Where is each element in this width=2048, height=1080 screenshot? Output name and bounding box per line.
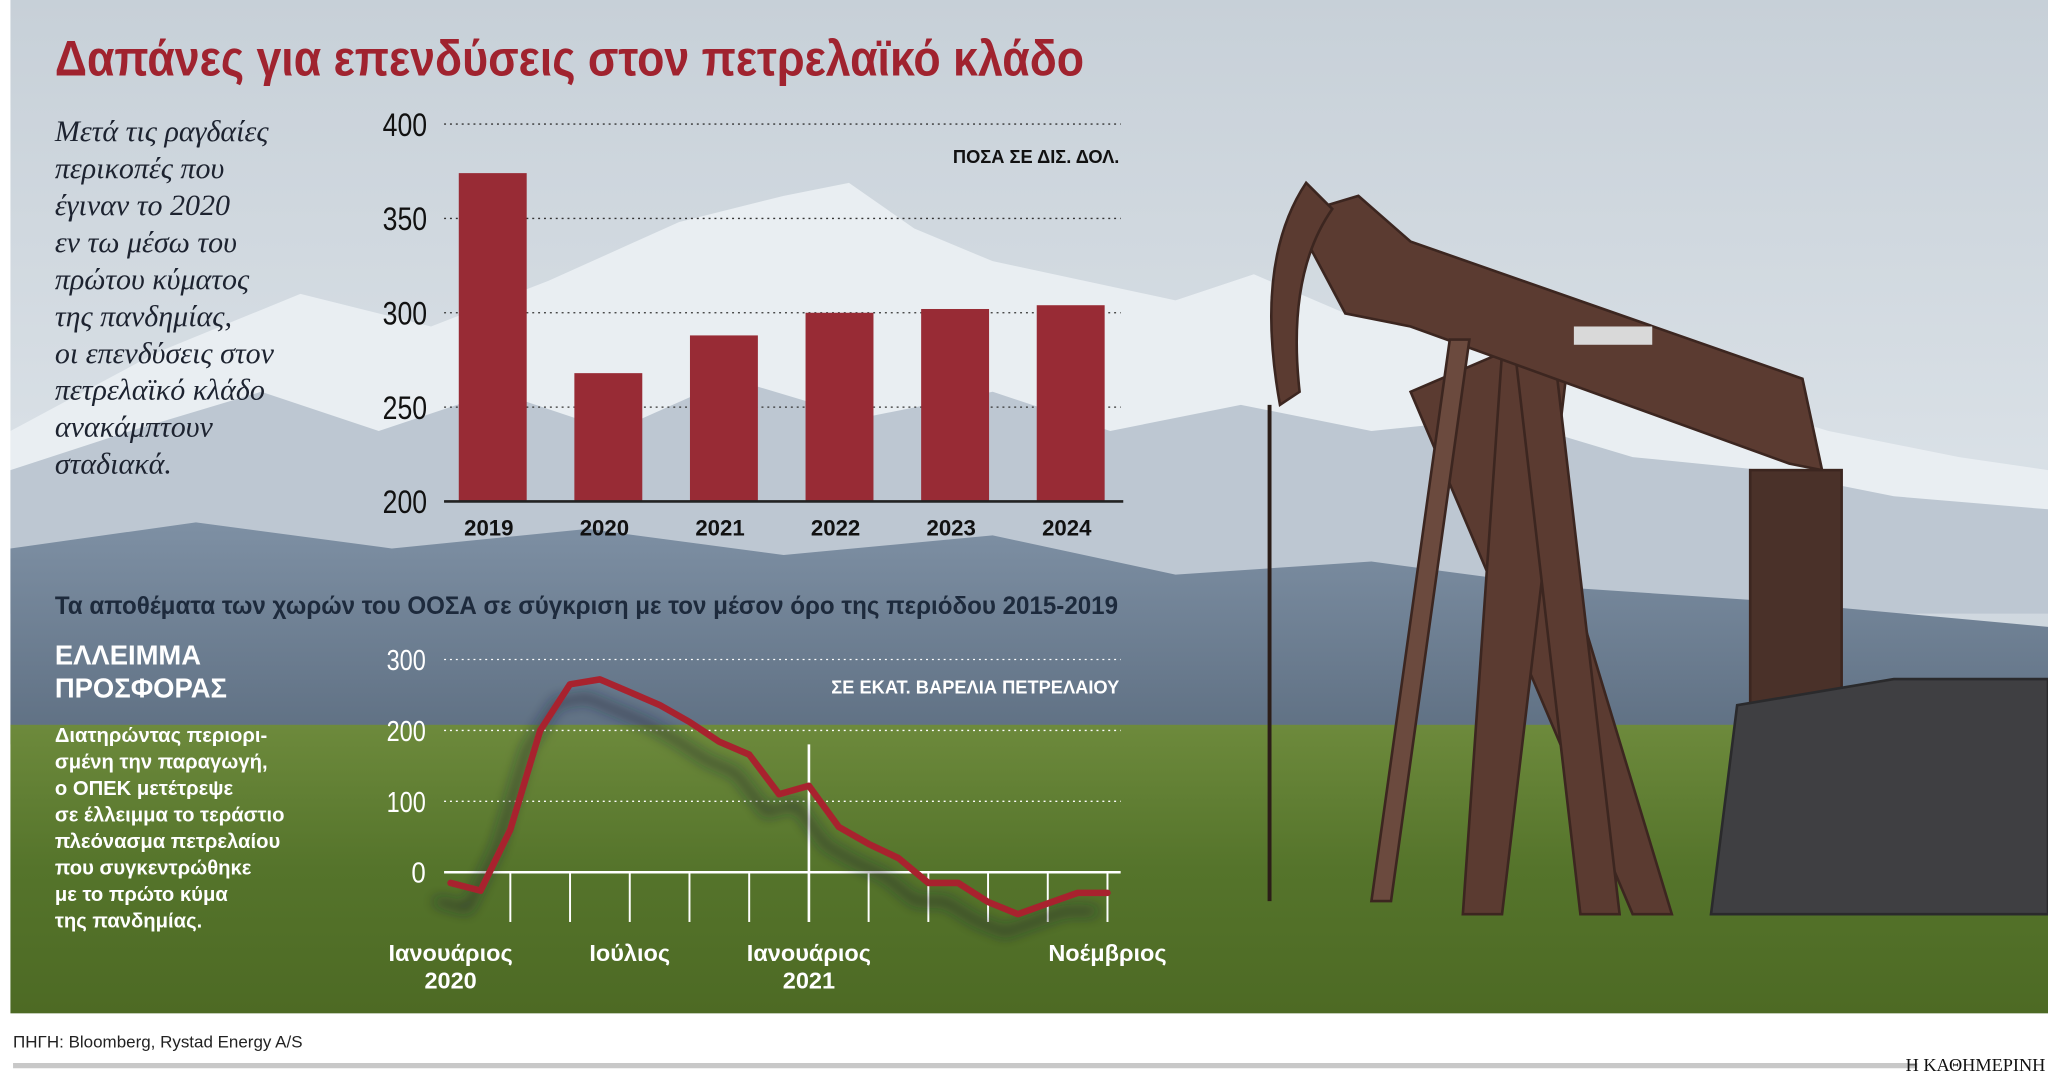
footer: [0, 1013, 2048, 1080]
bar: [689, 335, 758, 502]
x-tick-label: 2022: [811, 515, 860, 540]
ladder: [1369, 338, 1471, 903]
y-tick-label: 400: [383, 106, 427, 143]
x-tick-label: Ιανουάριος 2020: [389, 940, 513, 993]
main-title: Δαπάνες για επενδύσεις στον πετρελαϊκό κ…: [55, 31, 1084, 87]
side-text: με το πρώτο κύμα: [55, 884, 228, 906]
y-tick-label: 350: [383, 200, 427, 237]
y-tick-label: 200: [383, 483, 427, 520]
unit-label: ΣΕ ΕΚΑΤ. ΒΑΡΕΛΙΑ ΠΕΤΡΕΛΑΙΟΥ: [831, 676, 1119, 697]
side-text: της πανδημίας.: [55, 910, 202, 932]
bar: [921, 308, 990, 502]
source: ΠΗΓΗ: Bloomberg, Rystad Energy A/S: [13, 1032, 302, 1051]
line-chart-title: Τα αποθέματα των χωρών του ΟΟΣΑ σε σύγκρ…: [55, 593, 1118, 620]
x-tick-label: 2021: [695, 515, 744, 540]
y-tick-label: 100: [387, 787, 426, 819]
description-line: οι επενδύσεις στον: [55, 337, 275, 370]
description-line: πετρελαϊκό κλάδο: [55, 374, 265, 407]
bar: [1036, 305, 1105, 502]
description-line: Μετά τις ραγδαίες: [54, 115, 269, 148]
description-line: ανακάμπτουν: [55, 411, 214, 444]
side-heading: ΕΛΛΕΙΜΜΑ: [55, 640, 201, 671]
description: Μετά τις ραγδαίες περικοπές που έγιναν το …: [54, 115, 275, 481]
pump-jack: [1267, 180, 2048, 916]
x-tick-label: 2019: [464, 515, 513, 540]
y-tick-label: 250: [383, 389, 427, 426]
side-text: ο ΟΠΕΚ μετέτρεψε: [55, 778, 234, 800]
data-line: [447, 676, 1111, 918]
unit-label: ΠΟΣΑ ΣΕ ΔΙΣ. ΔΟΛ.: [953, 146, 1119, 167]
y-tick-label: 200: [387, 716, 426, 748]
x-tick-label: 2023: [927, 515, 976, 540]
description-line: περικοπές που: [55, 152, 224, 185]
side-text: σε έλλειμμα το τεράστιο: [55, 804, 285, 826]
description-line: πρώτου κύματος: [55, 263, 250, 296]
x-tick-label: 2020: [580, 515, 629, 540]
description-line: εν τω μέσω του: [55, 226, 237, 259]
x-tick-label: Νοέμβριος: [1048, 940, 1166, 966]
y-tick-label: 0: [411, 858, 425, 890]
description-line: έγιναν το 2020: [55, 189, 230, 222]
side-text: πλεόνασμα πετρελαίου: [55, 831, 280, 853]
horse-head: [1270, 180, 1334, 408]
x-tick-label: 2024: [1042, 515, 1092, 540]
bar: [458, 173, 527, 502]
bar: [574, 373, 643, 502]
description-line: της πανδημίας,: [55, 300, 232, 333]
field: [10, 724, 2048, 1014]
y-tick-label: 300: [387, 645, 426, 677]
y-tick-label: 300: [383, 295, 427, 332]
beam-plate: [1573, 326, 1653, 345]
x-tick-label: Ιανουάριος 2021: [747, 940, 871, 993]
side-heading: ΠΡΟΣΦΟΡΑΣ: [55, 672, 227, 703]
publisher: Η ΚΑΘΗΜΕΡΙΝΗ: [1906, 1055, 2046, 1075]
line-chart: Τα αποθέματα των χωρών του ΟΟΣΑ σε σύγκρ…: [55, 593, 1167, 994]
bar-chart: 200 250 300 350 400 ΠΟΣΑ ΣΕ ΔΙΣ. ΔΟΛ. 2019 2020…: [383, 106, 1124, 540]
side-text: Διατηρώντας περιορι-: [55, 725, 267, 747]
bar: [805, 312, 874, 502]
gearbox: [1709, 677, 2048, 916]
side-text: σμένη την παραγωγή,: [55, 751, 268, 773]
side-text: που συγκεντρώθηκε: [55, 857, 252, 879]
pump-leg: [1408, 350, 1674, 916]
x-tick-label: Ιούλιος: [589, 940, 670, 966]
description-line: σταδιακά.: [55, 448, 172, 481]
